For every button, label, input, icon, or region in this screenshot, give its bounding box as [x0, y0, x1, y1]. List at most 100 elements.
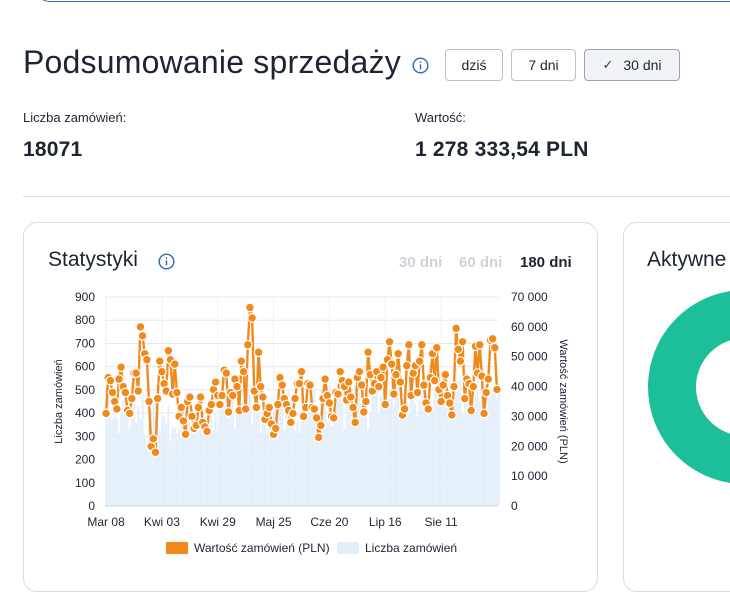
orders-count-bar: [218, 408, 221, 506]
legend-orange-swatch: [166, 542, 188, 554]
order-value-point: [440, 369, 451, 380]
x-tick-label: Kwi 29: [200, 515, 236, 529]
order-value-point: [124, 408, 135, 419]
order-value-point: [403, 339, 414, 350]
orders-count-bar: [435, 380, 438, 506]
range-today-button[interactable]: dziś: [445, 49, 503, 81]
orders-count-bar: [377, 414, 380, 506]
range-30-days-button[interactable]: ✓ 30 dni: [584, 49, 680, 81]
order-value-point: [270, 423, 281, 434]
check-icon: ✓: [602, 57, 614, 72]
orders-count-bar: [392, 404, 395, 506]
orders-count-bar: [476, 379, 479, 506]
orders-count-bar: [163, 415, 165, 506]
orders-count-bar: [182, 403, 185, 506]
orders-count-bar: [395, 396, 397, 506]
orders-count-bar: [223, 401, 226, 506]
order-value-point: [416, 339, 427, 350]
order-value-point: [356, 380, 367, 390]
orders-count-value: 18071: [23, 138, 83, 161]
range-30-days-label: 30 dni: [623, 57, 662, 73]
order-value-point: [277, 380, 288, 390]
orders-count-bar: [141, 389, 144, 506]
legend-orders-count-label: Liczba zamówień: [365, 541, 458, 555]
order-value-point: [214, 399, 225, 410]
orders-count-bar: [405, 402, 408, 506]
orders-count-bar: [300, 411, 303, 506]
orders-count-bar: [257, 386, 260, 506]
orders-count-bar: [349, 403, 352, 506]
orders-count-bar: [203, 421, 206, 506]
orders-count-bar: [133, 403, 135, 506]
order-value-point: [459, 393, 470, 404]
period-tab-30-days[interactable]: 30 dni: [399, 254, 443, 271]
period-tab-60-days[interactable]: 60 dni: [459, 254, 503, 271]
orders-count-bar: [442, 399, 445, 506]
order-value-label: Wartość:: [415, 110, 466, 125]
orders-count-bar: [184, 409, 187, 506]
order-value-value: 1 278 333,54 PLN: [415, 138, 589, 161]
orders-count-bar: [291, 399, 294, 506]
order-value-point: [180, 429, 191, 440]
orders-count-bar: [354, 385, 357, 506]
order-value-point: [431, 342, 442, 353]
orders-count-bar: [150, 409, 153, 506]
orders-count-bar: [197, 411, 200, 506]
stats-info-icon[interactable]: [158, 253, 175, 270]
order-value-markers: [101, 302, 502, 458]
orders-count-bar: [433, 385, 436, 506]
left-axis-title: Liczba zamówień: [53, 359, 65, 443]
orders-count-bar: [171, 427, 174, 506]
orders-count-bar: [444, 386, 447, 506]
order-value-point: [251, 402, 262, 413]
orders-count-bar: [272, 401, 275, 506]
orders-count-bar: [319, 389, 322, 506]
left-tick-label: 500: [75, 383, 95, 397]
active-donut-clip: [623, 222, 730, 592]
order-value-point: [333, 389, 343, 399]
orders-count-bar: [380, 395, 382, 506]
orders-count-bar: [279, 408, 281, 506]
orders-count-bar: [143, 435, 146, 506]
order-value-point: [210, 377, 221, 387]
orders-count-bar: [371, 388, 374, 506]
order-value-point: [315, 420, 326, 431]
legend-orders-count[interactable]: Liczba zamówień: [337, 541, 457, 555]
orders-count-bar: [264, 410, 266, 506]
orders-count-bar: [221, 402, 223, 506]
order-value-point: [221, 368, 232, 379]
right-axis-title: Wartość zamówień (PLN): [557, 339, 569, 463]
orders-count-bar: [135, 422, 138, 506]
order-value-point: [137, 330, 148, 341]
order-value-point: [157, 366, 167, 377]
orders-count-bar: [341, 381, 344, 506]
orders-count-bar: [145, 440, 148, 506]
order-value-point: [373, 381, 384, 392]
order-value-point: [412, 387, 423, 398]
orders-count-bar: [438, 379, 440, 506]
orders-count-bar: [259, 432, 262, 506]
orders-count-bar: [261, 409, 264, 506]
orders-count-bar: [281, 387, 284, 506]
orders-count-bar: [111, 418, 114, 506]
orders-count-bar: [234, 429, 236, 506]
orders-count-bar: [249, 384, 251, 506]
orders-count-bar: [238, 406, 241, 506]
info-icon[interactable]: [412, 57, 429, 74]
order-value-point: [227, 390, 238, 401]
legend-bars-swatch: [337, 542, 359, 554]
period-tab-180-days[interactable]: 180 dni: [520, 254, 572, 271]
legend-order-value[interactable]: Wartość zamówień (PLN): [166, 541, 330, 555]
orders-count-bar: [414, 403, 417, 506]
range-7-days-button[interactable]: 7 dni: [511, 49, 576, 81]
orders-count-bar: [309, 401, 312, 506]
orders-count-bar: [356, 393, 359, 506]
active-donut-chart: [648, 291, 730, 483]
orders-count-bar: [485, 409, 488, 506]
orders-count-bar: [337, 391, 339, 506]
orders-count-bar: [382, 388, 385, 506]
order-value-point: [184, 392, 195, 402]
orders-count-bar: [390, 380, 393, 506]
orders-count-bar: [453, 402, 455, 506]
order-value-point: [116, 362, 127, 373]
